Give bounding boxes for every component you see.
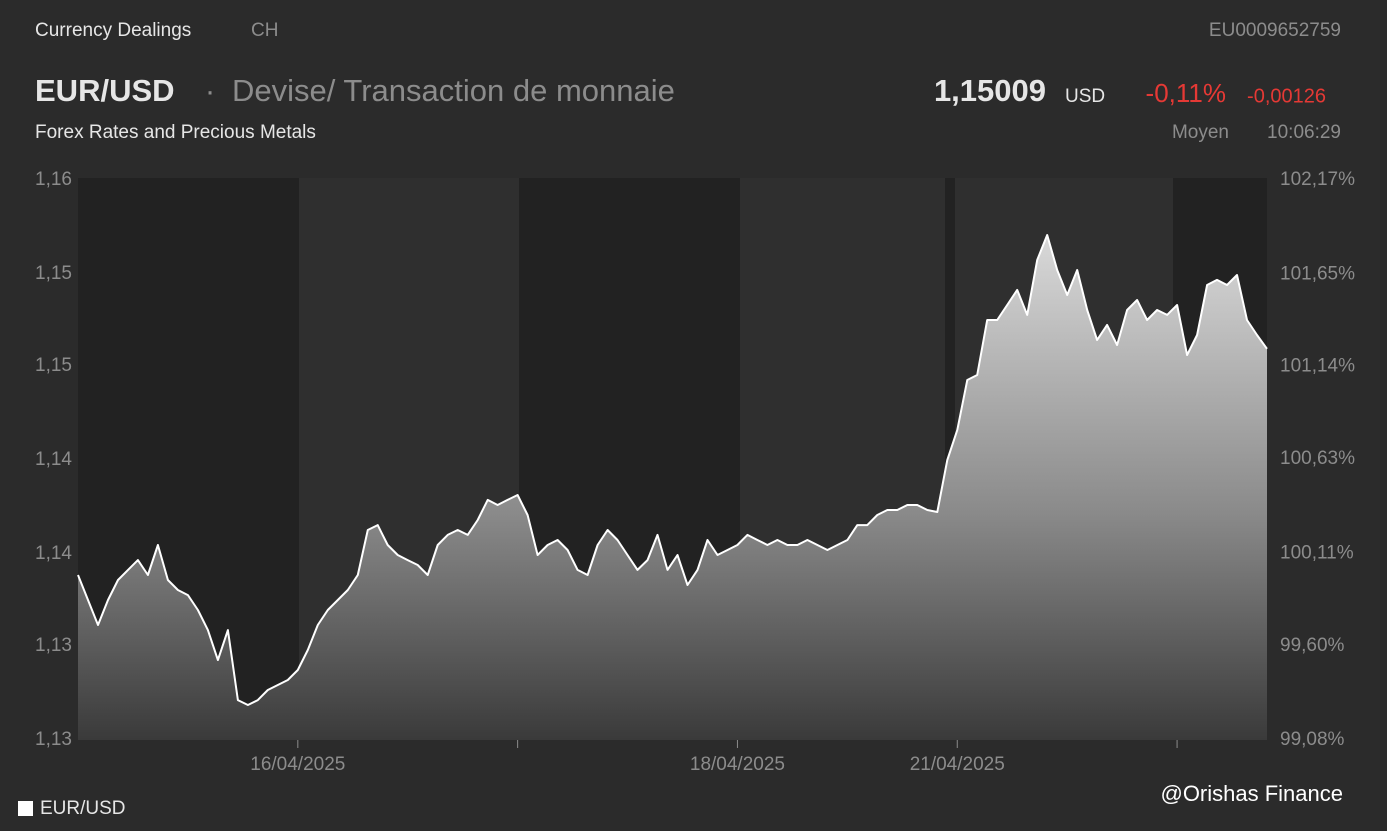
isin-label: EU0009652759 (1209, 20, 1341, 41)
separator: · (205, 73, 215, 108)
area (78, 235, 1267, 740)
currency: USD (1065, 86, 1105, 107)
line (77, 234, 1268, 706)
plot (77, 234, 1268, 740)
y-tick-label: 1,13 (35, 635, 72, 656)
description: Devise/ Transaction de monnaie (232, 73, 675, 108)
price-type: Moyen (1172, 122, 1229, 143)
legend-label: EUR/USD (40, 798, 126, 819)
y2-tick-label: 101,14% (1280, 356, 1355, 377)
x-tick-label: 21/04/2025 (910, 754, 1005, 775)
watermark: @Orishas Finance (1160, 781, 1343, 806)
change-absolute: -0,00126 (1247, 85, 1326, 107)
y2-tick-label: 100,11% (1280, 542, 1354, 563)
y-tick-label: 1,14 (35, 449, 72, 470)
y-tick-label: 1,14 (35, 543, 72, 564)
change-percent: -0,11% (1146, 78, 1226, 108)
y2-tick-label: 101,65% (1280, 263, 1355, 284)
y-tick-label: 1,16 (35, 169, 72, 190)
y-tick-label: 1,15 (35, 263, 72, 284)
legend-swatch (18, 801, 33, 816)
time: 10:06:29 (1267, 122, 1341, 143)
x-tick-label: 18/04/2025 (690, 754, 785, 775)
y-tick-label: 1,13 (35, 729, 72, 750)
y-tick-label: 1,15 (35, 355, 72, 376)
x-tick-label: 16/04/2025 (250, 754, 345, 775)
country-label: CH (251, 20, 278, 41)
category-label: Forex Rates and Precious Metals (35, 122, 316, 143)
section-label: Currency Dealings (35, 20, 191, 41)
y2-tick-label: 99,60% (1280, 635, 1345, 656)
y2-tick-label: 100,63% (1280, 448, 1355, 469)
y2-tick-label: 102,17% (1280, 169, 1355, 190)
y2-tick-label: 99,08% (1280, 729, 1345, 750)
price: 1,15009 (934, 73, 1046, 108)
symbol: EUR/USD (35, 73, 175, 108)
